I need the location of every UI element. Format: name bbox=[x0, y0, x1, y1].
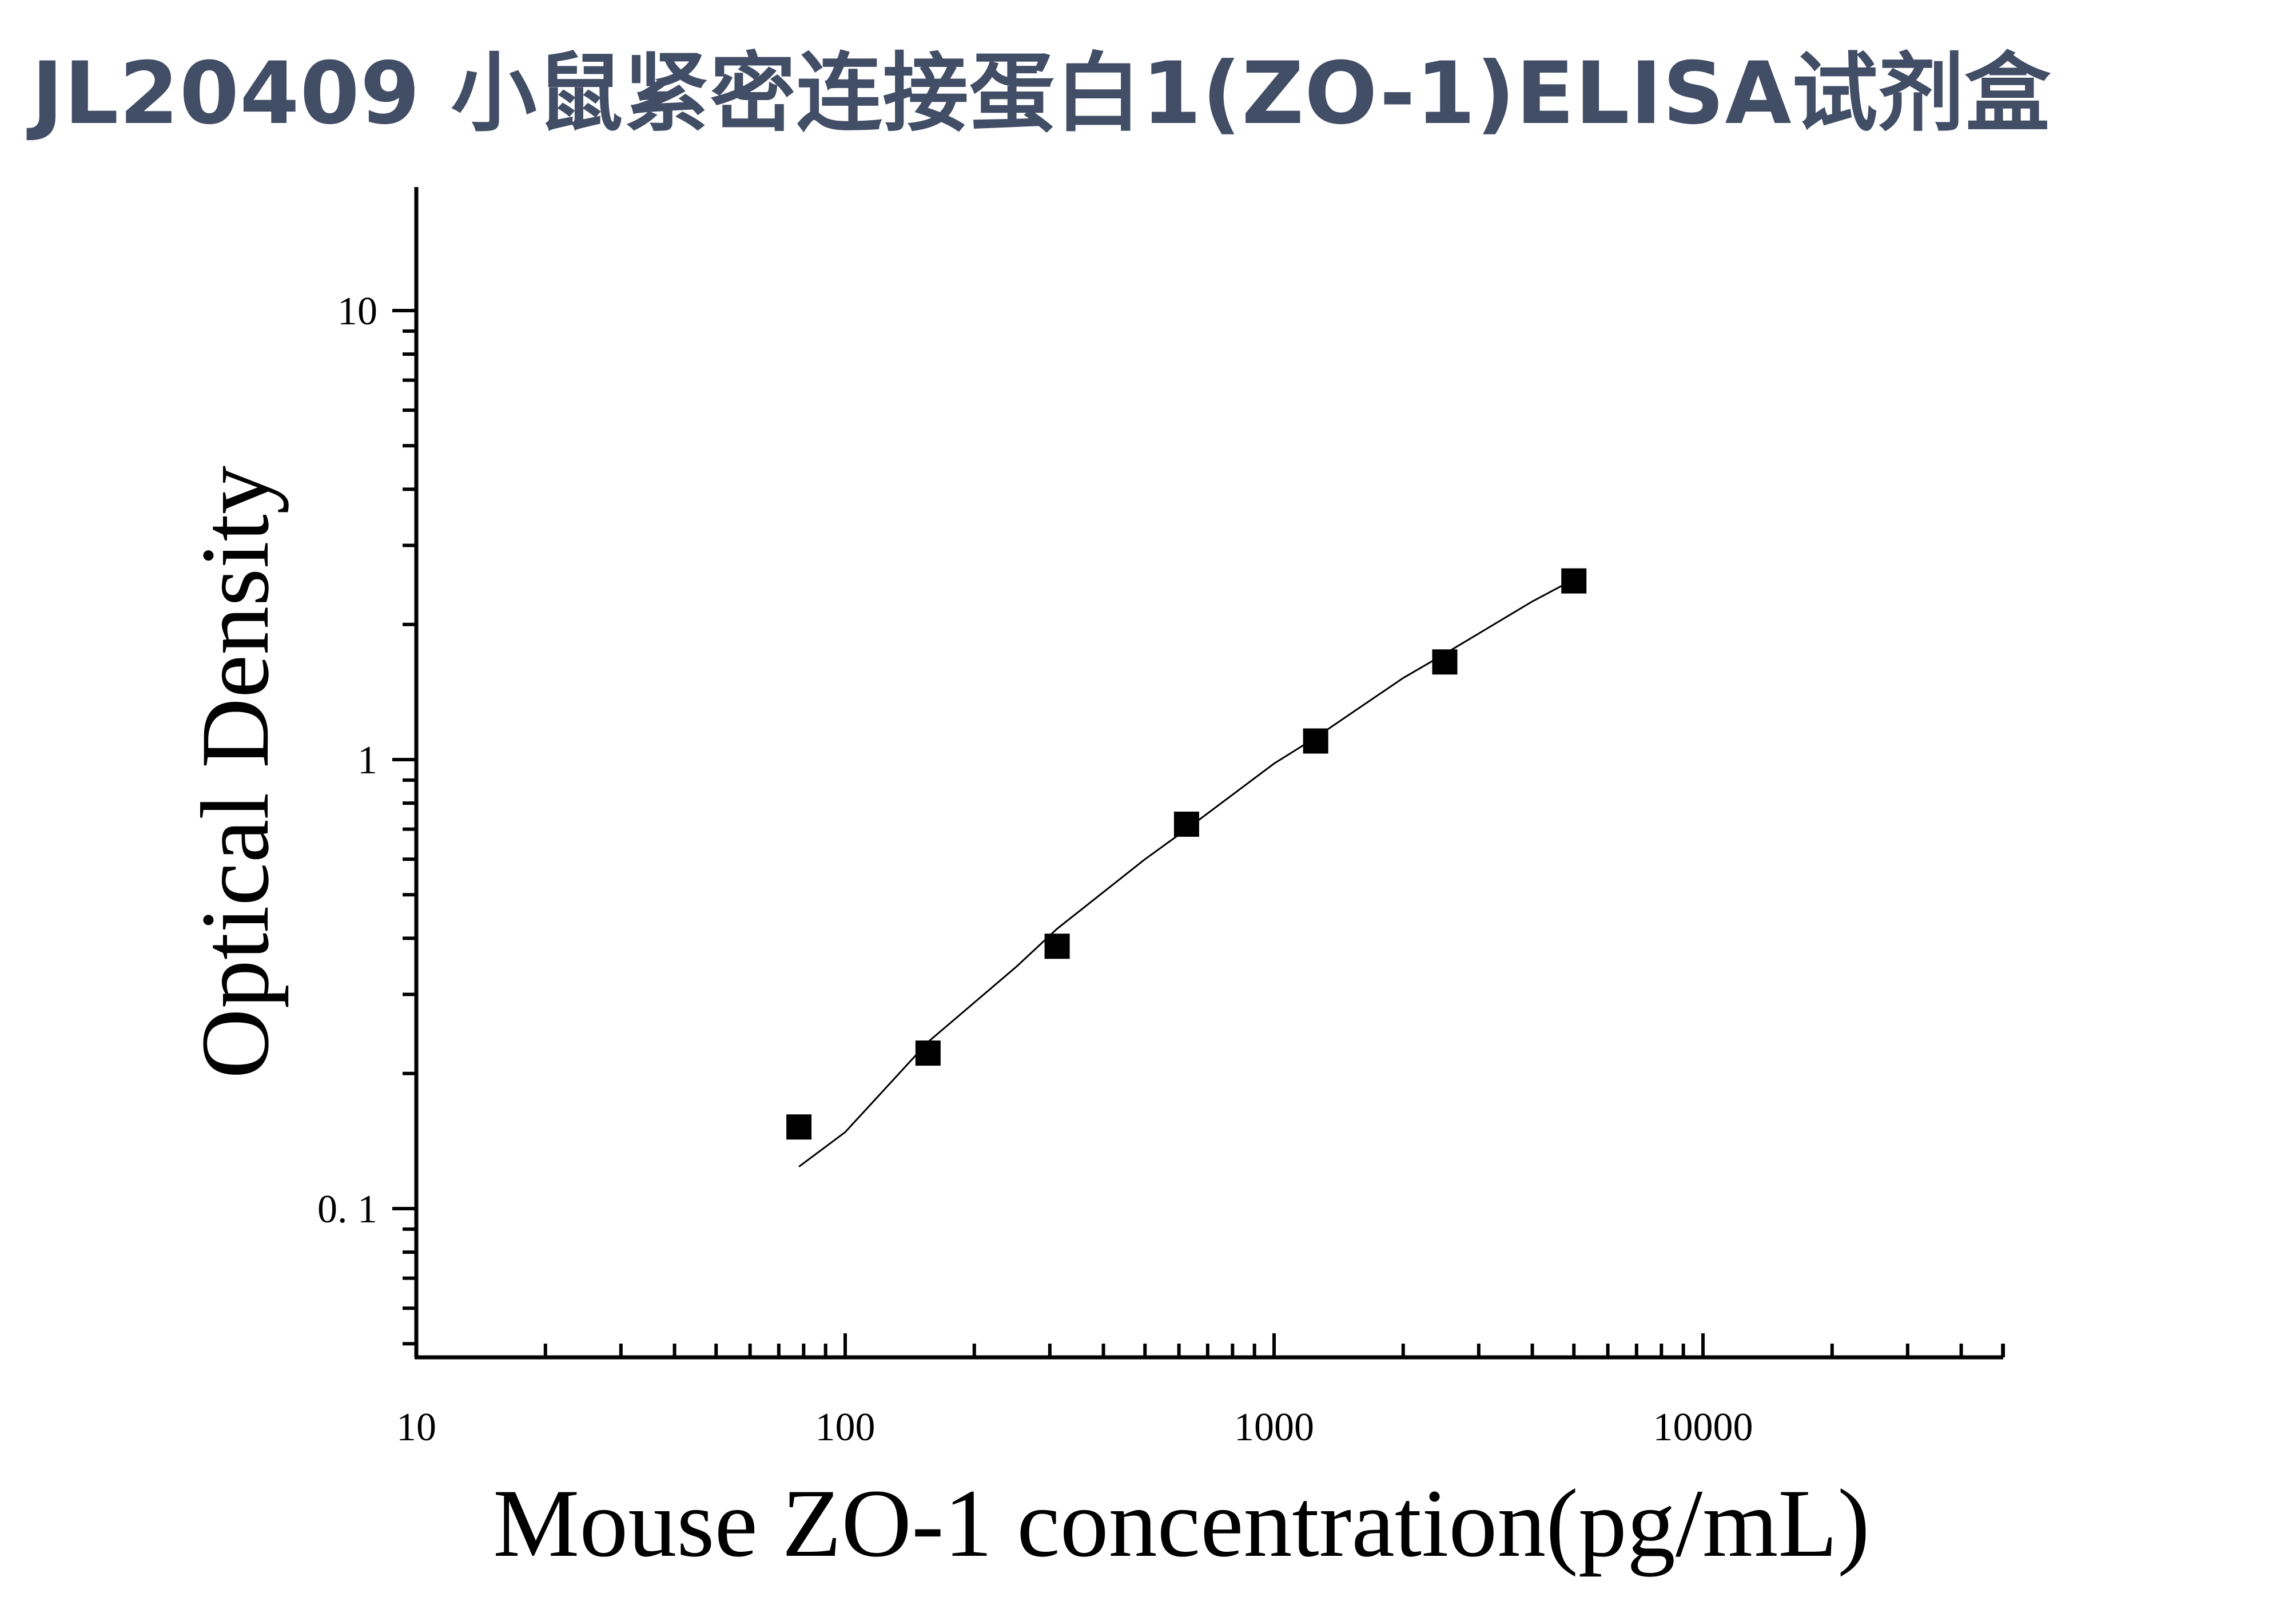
data-points-group bbox=[786, 568, 1587, 1140]
page-title: JL20409 小鼠紧密连接蛋白1(ZO-1)ELISA试剂盒 bbox=[31, 44, 2051, 144]
x-tick-label: 1000 bbox=[1234, 1405, 1314, 1449]
data-point bbox=[1303, 728, 1328, 754]
data-point bbox=[1173, 811, 1199, 837]
fit-curve bbox=[798, 578, 1574, 1167]
chart-axes bbox=[392, 187, 2005, 1360]
fit-curve-group bbox=[798, 578, 1574, 1167]
y-axis-title: Optical Density bbox=[181, 466, 289, 1079]
data-point bbox=[915, 1040, 941, 1066]
data-point bbox=[1044, 933, 1070, 959]
y-tick-label: 1 bbox=[357, 738, 377, 782]
y-tick-label: 10 bbox=[337, 289, 377, 333]
x-tick-label: 10 bbox=[396, 1405, 436, 1449]
data-point bbox=[1432, 649, 1458, 675]
x-tick-label: 10000 bbox=[1653, 1405, 1753, 1449]
data-point bbox=[1561, 568, 1587, 594]
tick-labels-group: 0. 1 1 10 10 100 1000 10000 bbox=[317, 289, 1753, 1449]
x-axis-title: Mouse ZO-1 concentration(pg/mL) bbox=[493, 1469, 1870, 1577]
x-tick-label: 100 bbox=[815, 1405, 876, 1449]
y-tick-label: 0. 1 bbox=[317, 1187, 377, 1231]
data-point bbox=[786, 1114, 812, 1140]
